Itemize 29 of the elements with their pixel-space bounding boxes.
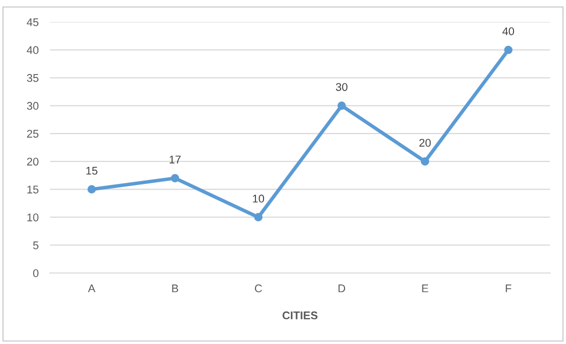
y-tick-label: 5 xyxy=(33,241,38,250)
y-tick-label: 40 xyxy=(26,46,38,54)
point xyxy=(254,213,262,222)
y-tick-label: 20 xyxy=(27,158,38,166)
x-tick-label: D xyxy=(338,284,346,292)
point xyxy=(338,102,346,110)
x-tick-label: A xyxy=(88,284,96,292)
y-tick-label: 35 xyxy=(26,74,38,82)
point xyxy=(88,185,96,194)
y-tick-label: 0 xyxy=(33,269,38,278)
y-tick-label: 45 xyxy=(26,18,38,26)
x-axis-title: CITIES xyxy=(282,311,318,320)
x-tick-label: B xyxy=(172,284,178,292)
point xyxy=(420,157,430,166)
y-tick-label: 30 xyxy=(26,102,38,110)
y-tick-label: 15 xyxy=(27,186,38,194)
point xyxy=(170,174,180,182)
data-label: 40 xyxy=(502,27,514,36)
data-label: 10 xyxy=(253,194,264,203)
point xyxy=(504,46,512,54)
y-tick-label: 10 xyxy=(27,213,38,222)
data-label: 15 xyxy=(86,166,98,175)
data-label: 30 xyxy=(336,83,348,91)
x-tick-label: F xyxy=(506,284,512,292)
x-tick-label: E xyxy=(422,284,428,292)
y-tick-label: 25 xyxy=(27,130,38,138)
data-label: 20 xyxy=(419,138,431,147)
data-label: 17 xyxy=(170,156,181,164)
x-tick-label: C xyxy=(254,284,262,292)
